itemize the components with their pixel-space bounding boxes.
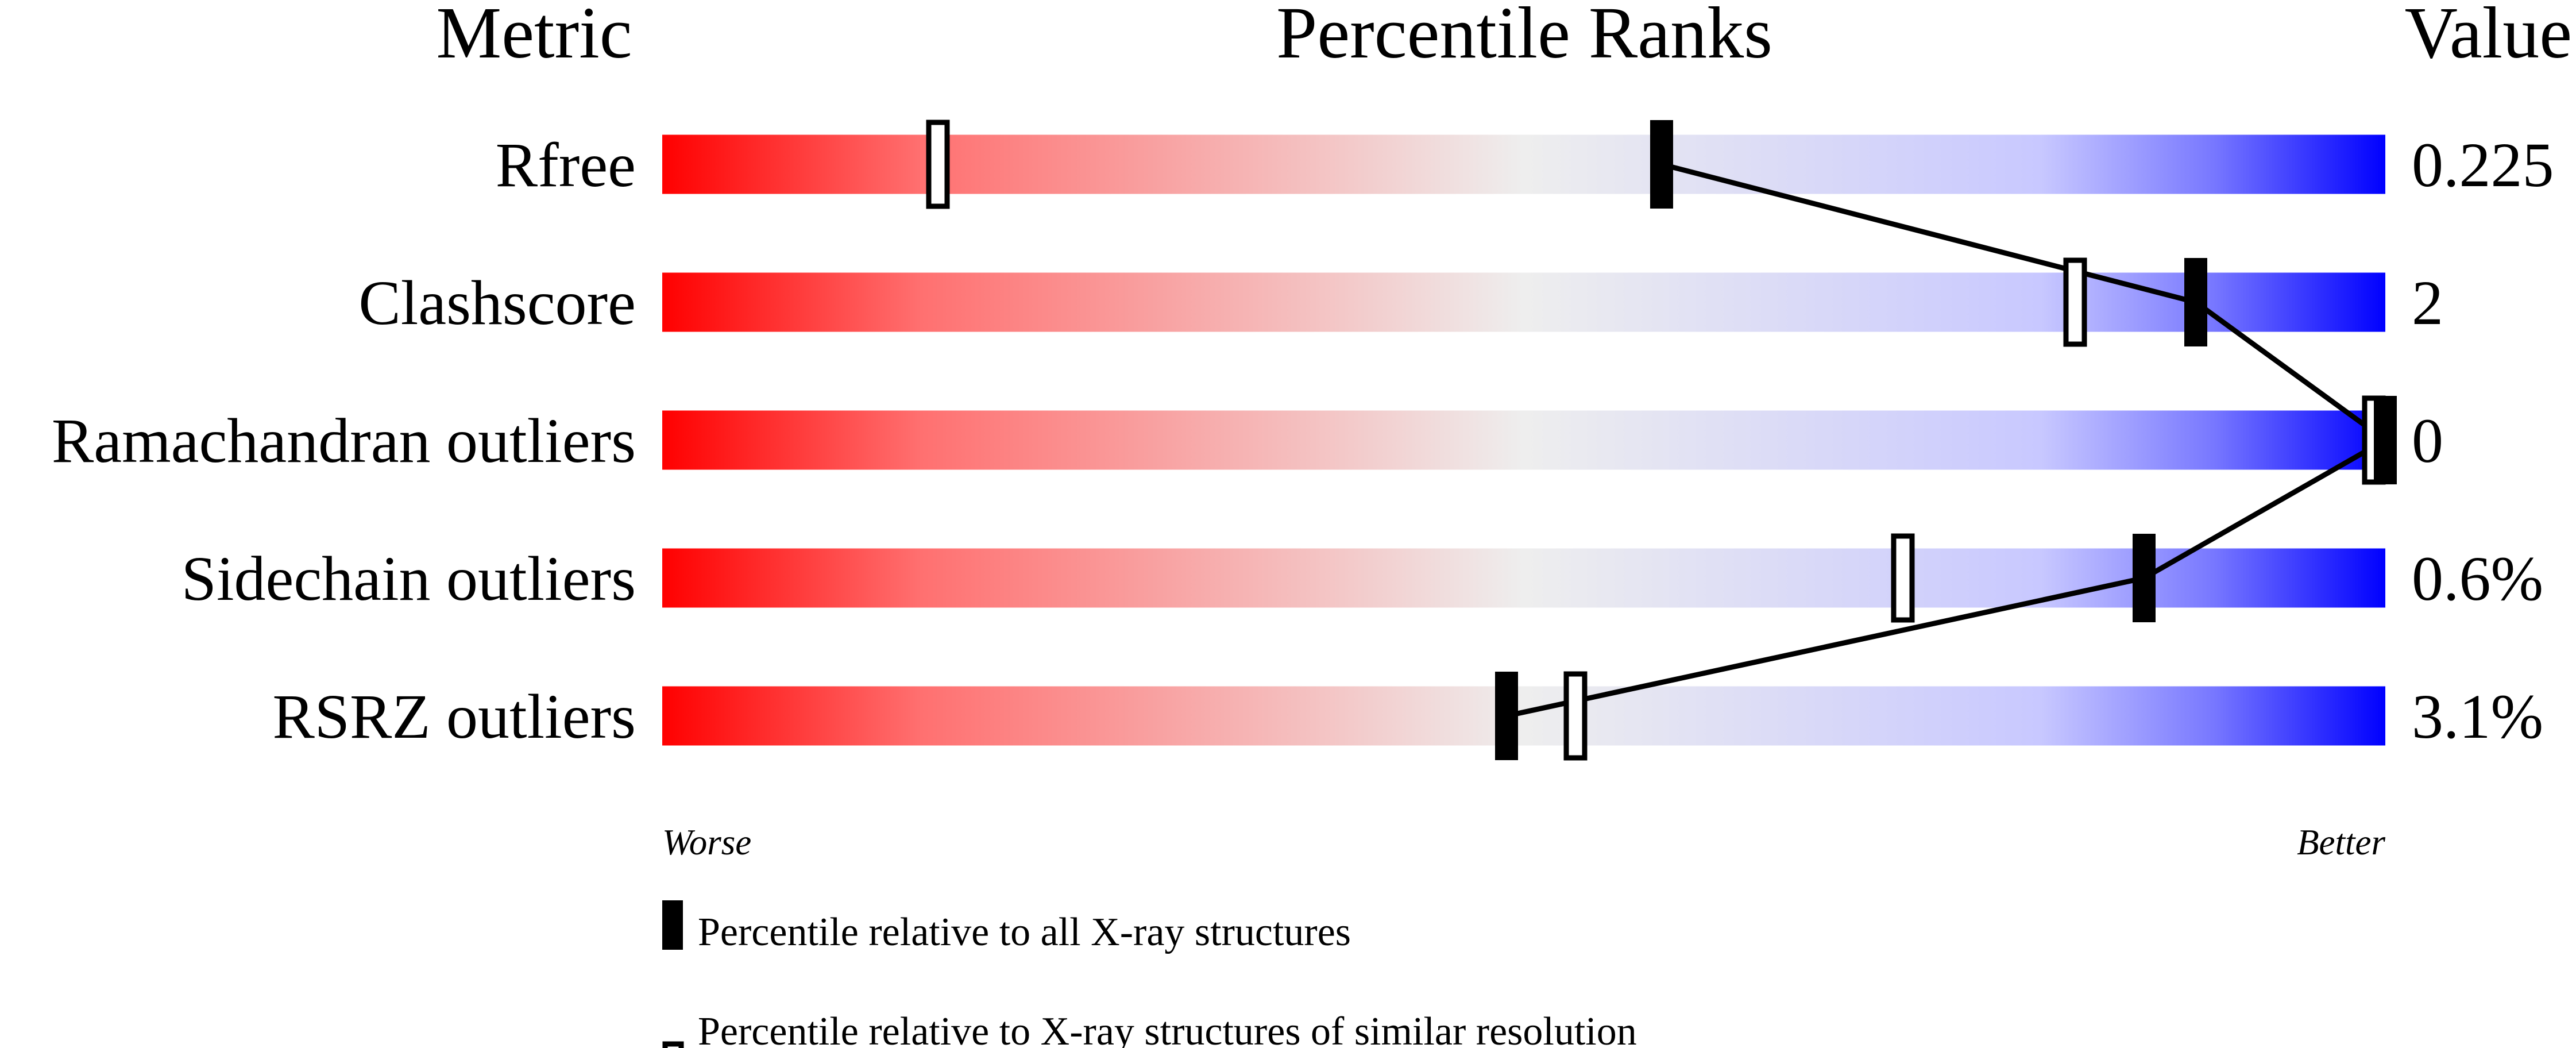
similar-resolution-marker (1891, 533, 1915, 623)
percentile-bar (662, 410, 2385, 470)
header-value: Value (2405, 0, 2572, 74)
legend-filled-marker (662, 900, 683, 950)
metric-value: 0 (2412, 406, 2443, 476)
axis-worse-label: Worse (662, 822, 751, 862)
percentile-bar (662, 134, 2385, 194)
metric-value: 0.225 (2412, 130, 2554, 200)
similar-resolution-marker (2063, 257, 2087, 347)
metric-label: Sidechain outliers (181, 544, 636, 614)
metric-label: RSRZ outliers (272, 681, 636, 752)
header-percentile-ranks: Percentile Ranks (1276, 0, 1772, 74)
metric-value: 2 (2412, 268, 2443, 338)
legend-hollow-label: Percentile relative to X-ray structures … (698, 1010, 1637, 1048)
all-structures-marker (1495, 672, 1518, 760)
legend-hollow-marker (662, 1041, 684, 1048)
all-structures-marker (2184, 258, 2207, 346)
all-structures-marker (1650, 120, 1673, 209)
percentile-bar (662, 272, 2385, 332)
similar-resolution-marker (1563, 671, 1588, 761)
axis-better-label: Better (2297, 822, 2385, 862)
metric-label: Rfree (496, 130, 636, 200)
percentile-bar (662, 686, 2385, 746)
metric-label: Ramachandran outliers (52, 406, 636, 476)
all-structures-marker (2374, 396, 2397, 484)
all-structures-marker (2133, 534, 2156, 622)
metric-value: 0.6% (2412, 544, 2543, 614)
similar-resolution-marker (926, 120, 950, 209)
legend-filled-label: Percentile relative to all X-ray structu… (698, 910, 1351, 954)
percentile-bar (662, 548, 2385, 608)
header-metric: Metric (436, 0, 632, 74)
metric-label: Clashscore (358, 268, 636, 338)
metric-value: 3.1% (2412, 681, 2543, 752)
